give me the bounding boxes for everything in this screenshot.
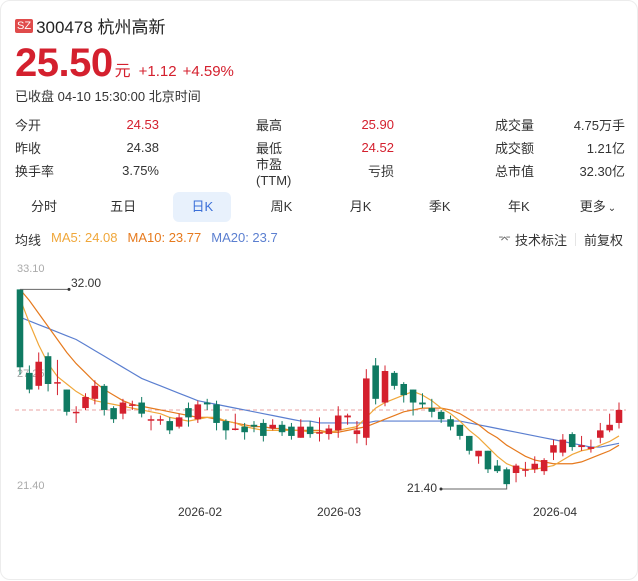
stats-row: 昨收 24.38 最低 24.52 成交额 1.21亿 xyxy=(15,136,625,159)
y-tick-min: 21.40 xyxy=(17,480,45,492)
stat-label: 最高 xyxy=(256,118,283,133)
stat-label: 换手率 xyxy=(15,164,55,179)
stat-value: 24.52 xyxy=(361,140,394,155)
adjust-select[interactable]: 前复权 xyxy=(583,233,623,248)
stat-label: 市盈(TTM) xyxy=(256,156,292,188)
stats-grid: 今开 24.53 最高 25.90 成交量 4.75万手 昨收 24.38 最低… xyxy=(15,113,625,188)
tab-daily-k[interactable]: 日K xyxy=(173,192,232,222)
max-annotation: 32.00 xyxy=(71,276,102,290)
stat-label: 昨收 xyxy=(15,141,42,156)
price-change-pct: +4.59% xyxy=(182,63,234,80)
stats-row: 换手率 3.75% 市盈(TTM) 亏损 总市值 32.30亿 xyxy=(15,157,625,188)
tab-weekly-k[interactable]: 周K xyxy=(270,199,293,214)
tab-yearly-k[interactable]: 年K xyxy=(508,199,530,214)
price-change: +1.12 xyxy=(138,63,177,80)
stat-value: 24.53 xyxy=(126,117,159,132)
chart-tools: ⌤ 技术标注 前复权 xyxy=(498,230,623,249)
x-label-mar: 2026-03 xyxy=(317,505,362,519)
stat-label: 最低 xyxy=(256,141,283,156)
price-row: 25.50 元 +1.12 +4.59% xyxy=(15,41,234,86)
tab-monthly-k[interactable]: 月K xyxy=(349,199,372,214)
min-annotation: 21.40 xyxy=(407,481,438,495)
stat-label: 成交额 xyxy=(495,141,535,156)
tab-quarterly-k[interactable]: 季K xyxy=(428,199,451,214)
ma-label: 均线 xyxy=(15,233,42,248)
stat-value: 4.75万手 xyxy=(573,118,625,133)
stat-label: 今开 xyxy=(15,118,42,133)
x-label-apr: 2026-04 xyxy=(533,505,578,519)
market-badge: SZ xyxy=(15,18,34,33)
ma-legend: 均线 MA5: 24.08 MA10: 23.77 MA20: 23.7 xyxy=(15,230,288,249)
stats-row: 今开 24.53 最高 25.90 成交量 4.75万手 xyxy=(15,113,625,136)
stat-value: 亏损 xyxy=(367,164,394,179)
stat-value: 24.38 xyxy=(126,140,159,155)
eye-closed-icon: ⌤ xyxy=(498,234,511,246)
stock-title: SZ 300478 杭州高新 xyxy=(15,13,166,38)
divider xyxy=(574,233,576,246)
ma10-value: MA10: 23.77 xyxy=(127,230,202,245)
ma5-value: MA5: 24.08 xyxy=(51,230,118,245)
y-tick-max: 33.10 xyxy=(17,263,45,275)
price-unit: 元 xyxy=(114,63,131,80)
tab-five-day[interactable]: 五日 xyxy=(110,199,137,214)
stat-value: 1.21亿 xyxy=(586,141,625,156)
stat-value: 25.90 xyxy=(361,117,394,132)
stat-value: 3.75% xyxy=(122,163,159,178)
tab-more-label: 更多 xyxy=(579,199,606,214)
current-price: 25.50 xyxy=(15,41,113,85)
x-label-feb: 2026-02 xyxy=(178,505,223,519)
stat-label: 总市值 xyxy=(495,164,535,179)
stock-code-name: 300478 杭州高新 xyxy=(36,18,166,37)
tab-intraday[interactable]: 分时 xyxy=(30,199,57,214)
chevron-down-icon: ⌄ xyxy=(607,203,617,214)
stat-label: 成交量 xyxy=(495,118,535,133)
period-tabs: 分时 五日 日K 周K 月K 季K 年K 更多 ⌄ xyxy=(15,192,627,222)
market-status: 已收盘 04-10 15:30:00 北京时间 xyxy=(15,89,201,104)
ma20-value: MA20: 23.7 xyxy=(211,230,278,245)
stat-value: 32.30亿 xyxy=(579,164,625,179)
tech-annotation-toggle[interactable]: 技术标注 xyxy=(514,233,567,248)
tab-more[interactable]: 更多 ⌄ xyxy=(569,192,627,222)
